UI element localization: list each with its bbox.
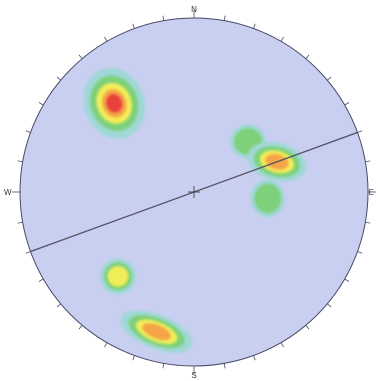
tick-mark (305, 325, 310, 330)
tick-mark (78, 325, 83, 330)
tick-mark (132, 23, 135, 29)
tick-mark (162, 363, 165, 369)
cluster-nw-contours (83, 67, 145, 139)
east-label: E (369, 188, 374, 197)
tick-mark (104, 342, 108, 348)
tick-mark (327, 303, 332, 308)
tick-mark (344, 102, 350, 106)
south-label: S (191, 371, 196, 380)
tick-mark (162, 15, 165, 21)
tick-mark (78, 54, 83, 59)
cluster-sw-contours (100, 258, 136, 295)
tick-mark (132, 355, 135, 361)
north-label: N (191, 5, 197, 14)
density-contour-level-5 (106, 94, 123, 113)
tick-mark (104, 36, 108, 42)
tick-mark (25, 251, 31, 254)
tick-mark (253, 355, 256, 361)
tick-mark (38, 278, 44, 282)
tick-mark (56, 303, 61, 308)
center-cross (188, 186, 200, 198)
density-contour-level-3 (107, 266, 129, 287)
tick-mark (280, 36, 284, 42)
tick-mark (38, 102, 44, 106)
tick-mark (344, 278, 350, 282)
tick-mark (223, 363, 226, 369)
tick-mark (17, 160, 23, 163)
density-contour-level-2 (254, 183, 281, 214)
west-label: W (4, 188, 12, 197)
cluster-e-contours (250, 179, 285, 218)
tick-mark (357, 130, 363, 133)
tick-mark (305, 54, 310, 59)
tick-mark (365, 221, 371, 224)
tick-mark (253, 23, 256, 29)
tick-mark (17, 221, 23, 224)
tick-mark (327, 76, 332, 81)
cluster-ssw-contours (120, 310, 193, 353)
degree-ticks (12, 10, 376, 374)
tick-mark (280, 342, 284, 348)
tick-mark (56, 76, 61, 81)
tick-mark (365, 160, 371, 163)
tick-mark (223, 15, 226, 21)
density-contour-level-4 (142, 323, 171, 341)
tick-mark (25, 130, 31, 133)
tick-mark (357, 251, 363, 254)
